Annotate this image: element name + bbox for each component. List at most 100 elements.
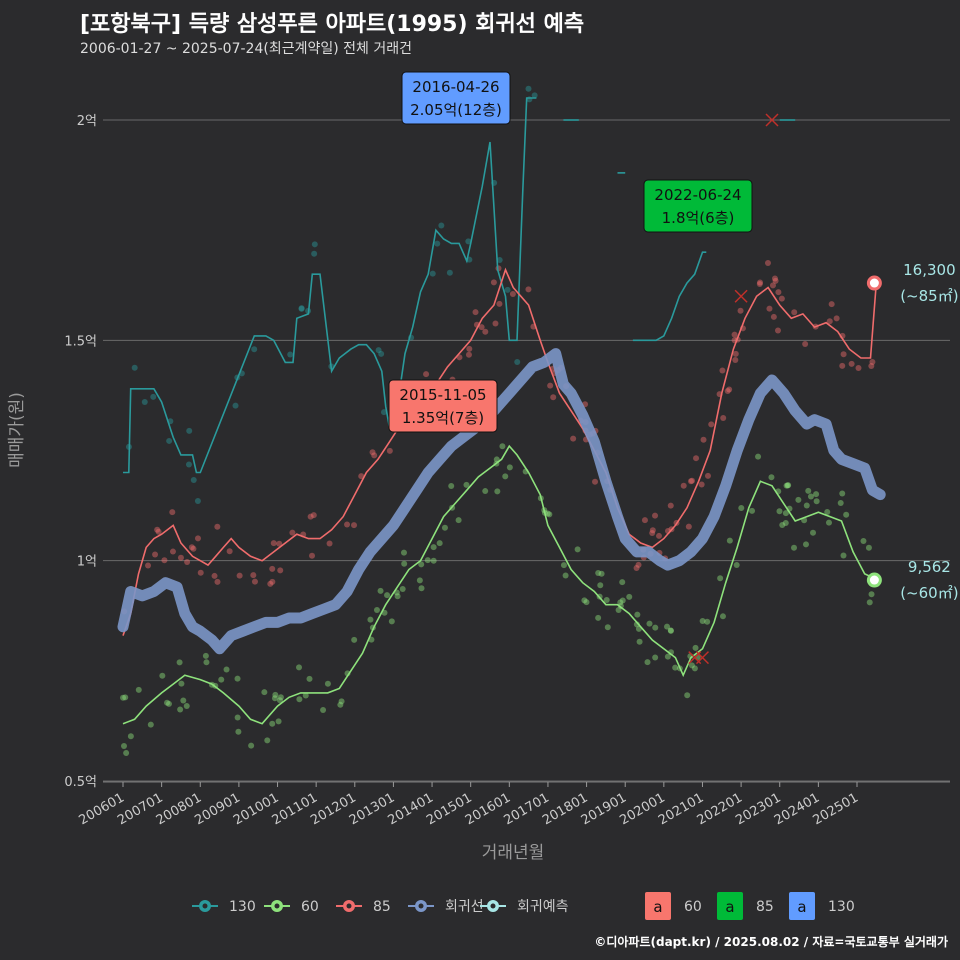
annotation-value: 2.05억(12층)	[410, 101, 502, 119]
transaction-point	[154, 526, 161, 533]
transaction-point	[236, 572, 243, 579]
transaction-point	[131, 364, 138, 371]
transaction-point	[656, 532, 663, 539]
transaction-point	[394, 593, 401, 600]
transaction-point	[717, 575, 724, 582]
transaction-point	[664, 653, 671, 660]
transaction-point	[810, 529, 817, 536]
transaction-point	[226, 548, 233, 555]
transaction-point	[791, 309, 798, 316]
transaction-point	[724, 388, 731, 395]
transaction-point	[649, 530, 656, 537]
transaction-point	[441, 524, 448, 531]
transaction-point	[169, 548, 176, 555]
endpoint-area: (~60㎡)	[900, 584, 958, 602]
transaction-point	[271, 695, 278, 702]
transaction-point	[774, 327, 781, 334]
transaction-point	[311, 241, 318, 248]
transaction-point	[214, 578, 221, 585]
transaction-point	[719, 613, 726, 620]
transaction-point	[472, 309, 479, 316]
transaction-point	[203, 659, 210, 666]
y-tick-label: 1.5억	[64, 334, 97, 349]
series-line-60	[122, 444, 875, 725]
transaction-point	[726, 537, 733, 544]
transaction-point	[120, 694, 127, 701]
transaction-point	[634, 611, 641, 618]
transaction-point	[276, 697, 283, 704]
transaction-point	[190, 545, 197, 552]
regression-line	[117, 348, 886, 655]
transaction-point	[828, 301, 835, 308]
transaction-point	[371, 452, 378, 459]
transaction-point	[418, 585, 425, 592]
transaction-point	[466, 345, 473, 352]
transaction-point	[197, 569, 204, 576]
transaction-point	[269, 565, 276, 572]
transaction-point	[269, 578, 276, 585]
transaction-point	[732, 357, 739, 364]
legend-label: 60	[301, 899, 319, 915]
scatter-points	[120, 85, 876, 756]
transaction-point	[150, 393, 157, 400]
transaction-point	[267, 580, 274, 587]
transaction-point	[756, 281, 763, 288]
transaction-point	[779, 522, 786, 529]
annotation-date: 2016-04-26	[412, 78, 499, 96]
transaction-point	[504, 286, 511, 293]
transaction-point	[826, 318, 833, 325]
cancelled-marker-icon	[695, 651, 710, 665]
legend-label-swatch	[717, 892, 743, 920]
transaction-point	[562, 572, 569, 579]
series-line-130	[123, 97, 537, 474]
series-line-130	[632, 251, 707, 342]
transaction-point	[839, 362, 846, 369]
transaction-point	[772, 277, 779, 284]
transaction-point	[770, 313, 777, 320]
transaction-point	[866, 599, 873, 606]
transaction-point	[122, 694, 129, 701]
transaction-point	[429, 270, 436, 277]
transaction-point	[749, 507, 756, 514]
transaction-point	[326, 540, 333, 547]
chart-subtitle: 2006-01-27 ~ 2025-07-24(최근계약일) 전체 거래건	[80, 41, 412, 57]
transaction-point	[310, 512, 317, 519]
transaction-point	[465, 351, 472, 358]
transaction-point	[595, 569, 602, 576]
transaction-point	[649, 527, 656, 534]
transaction-point	[531, 92, 538, 99]
transaction-point	[704, 618, 711, 625]
transaction-point	[185, 461, 192, 468]
transaction-point	[688, 662, 695, 669]
transaction-point	[704, 472, 711, 479]
transaction-point	[194, 497, 201, 504]
transaction-point	[298, 305, 305, 312]
transaction-point	[726, 386, 733, 393]
transaction-point	[667, 627, 674, 634]
transaction-point	[120, 743, 127, 750]
transaction-point	[430, 544, 437, 551]
transaction-point	[223, 666, 230, 673]
transaction-point	[180, 697, 187, 704]
transaction-point	[775, 289, 782, 296]
transaction-point	[400, 549, 407, 556]
transaction-point	[448, 483, 455, 490]
legend-label-glyph: a	[797, 898, 806, 916]
legend-label: 60	[684, 899, 702, 915]
endpoint-area: (~85㎡)	[900, 287, 958, 305]
transaction-point	[506, 464, 513, 471]
transaction-point	[152, 551, 159, 558]
transaction-point	[652, 512, 659, 519]
transaction-point	[306, 675, 313, 682]
transaction-point	[165, 700, 172, 707]
annotation-value: 1.35억(7층)	[402, 409, 484, 427]
series-line-85	[122, 267, 878, 636]
transaction-point	[604, 624, 611, 631]
transaction-point	[135, 686, 142, 693]
transaction-point	[430, 557, 437, 564]
transaction-point	[307, 513, 314, 520]
annotation-callout: 2022-06-24 1.8억(6층)	[643, 179, 753, 233]
transaction-point	[698, 481, 705, 488]
endpoint-value: 16,300	[903, 261, 956, 279]
transaction-point	[737, 307, 744, 314]
